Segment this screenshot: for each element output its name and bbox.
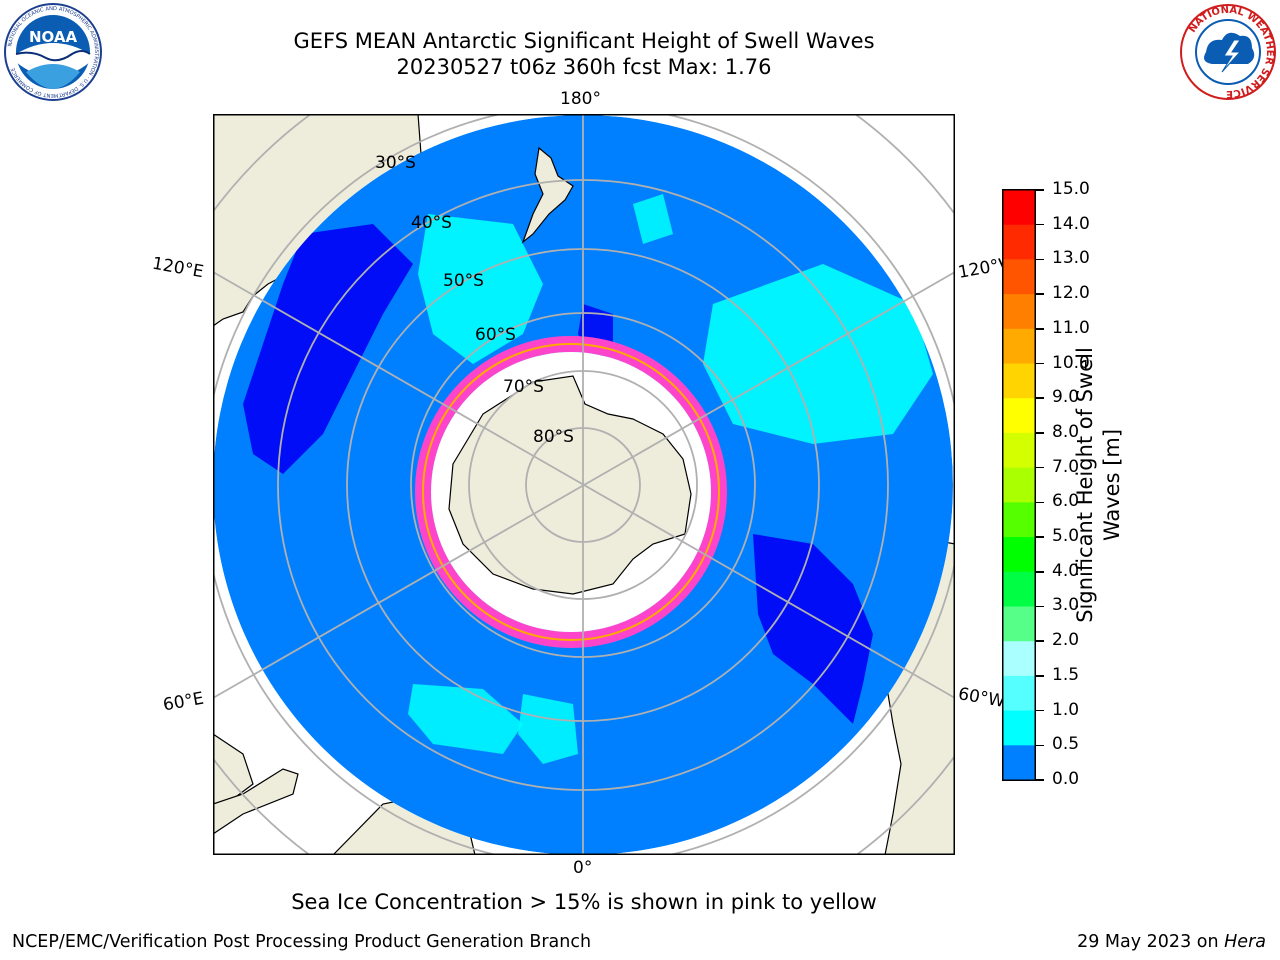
sea-ice-outer-edge — [422, 343, 720, 641]
colorbar-tick-label: 3.0 — [1052, 595, 1080, 616]
footer-branch: NCEP/EMC/Verification Post Processing Pr… — [12, 932, 592, 952]
colorbar-tick-label: 13.0 — [1052, 248, 1090, 269]
colorbar-tick-mark — [1036, 432, 1044, 434]
colorbar-swatch — [1003, 571, 1035, 607]
noaa-logo: NOAA NATIONAL OCEANIC AND ATMOSPHERIC AD… — [2, 2, 104, 102]
colorbar-swatch — [1003, 294, 1035, 330]
colorbar-tick-label: 9.0 — [1052, 387, 1080, 408]
colorbar-swatch — [1003, 710, 1035, 746]
colorbar-tick-label: 1.0 — [1052, 699, 1080, 720]
map-frame — [213, 114, 955, 855]
colorbar-swatch — [1003, 363, 1035, 399]
colorbar-tick-label: 12.0 — [1052, 283, 1090, 304]
colorbar-tick-label: 4.0 — [1052, 560, 1080, 581]
colorbar-tick-label: 7.0 — [1052, 456, 1080, 477]
chart-subtitle: 20230527 t06z 360h fcst Max: 1.76 — [396, 55, 772, 79]
lat-label-80s: 80°S — [533, 427, 574, 447]
noaa-logo-text: NOAA — [29, 28, 78, 46]
footer-date: 29 May 2023 on Hera — [1077, 932, 1266, 952]
moderate-swell-south-pacific-small — [633, 194, 673, 244]
lat-label-40s: 40°S — [411, 213, 452, 233]
lat-label-50s: 50°S — [443, 271, 484, 291]
colorbar-tick-label: 0.5 — [1052, 734, 1080, 755]
colorbar-frame — [1002, 189, 1036, 781]
lon-label-120e: 120°E — [150, 253, 206, 283]
colorbar-swatch — [1003, 398, 1035, 434]
lon-label-180: 180° — [560, 89, 601, 109]
colorbar-swatch — [1003, 606, 1035, 642]
moderate-swell-weddell — [518, 694, 578, 764]
colorbar-tick-mark — [1036, 675, 1044, 677]
colorbar-tick-label: 14.0 — [1052, 213, 1090, 234]
nws-logo: NATIONAL WEATHER SERVICE — [1178, 2, 1278, 102]
low-swell-south-atlantic — [753, 534, 873, 724]
colorbar-tick-mark — [1036, 223, 1044, 226]
colorbar-tick-label: 10.0 — [1052, 352, 1090, 373]
colorbar-swatch — [1003, 190, 1035, 226]
colorbar-swatch — [1003, 675, 1035, 712]
meridian-60e-120w — [213, 271, 955, 699]
colorbar-swatch — [1003, 467, 1035, 503]
lat-label-30s: 30°S — [375, 153, 416, 173]
colorbar-tick-mark — [1036, 501, 1044, 504]
colorbar-tick-label: 5.0 — [1052, 526, 1080, 547]
colorbar-swatch — [1003, 641, 1035, 677]
colorbar-tick-mark — [1036, 362, 1044, 365]
colorbar-tick-label: 6.0 — [1052, 491, 1080, 512]
colorbar-swatch — [1003, 328, 1035, 365]
map-panel: 30°S 40°S 50°S 60°S 70°S 80°S — [213, 114, 955, 855]
colorbar-tick-mark — [1036, 466, 1044, 469]
new-zealand-land — [521, 146, 574, 244]
colorbar-swatch — [1003, 537, 1035, 573]
colorbar-tick-label: 8.0 — [1052, 421, 1080, 442]
colorbar-swatch — [1003, 745, 1035, 781]
colorbar — [1002, 189, 1036, 781]
colorbar-tick-mark — [1036, 571, 1044, 573]
lat-label-60s: 60°S — [475, 325, 516, 345]
colorbar-tick-label: 1.5 — [1052, 664, 1080, 685]
chart-title: GEFS MEAN Antarctic Significant Height o… — [293, 29, 875, 53]
lon-label-60w: 60°W — [956, 684, 1007, 712]
colorbar-swatch — [1003, 224, 1035, 260]
colorbar-swatch — [1003, 502, 1035, 538]
graticule — [213, 114, 955, 855]
colorbar-tick-mark — [1036, 605, 1044, 608]
lon-label-60e: 60°E — [161, 688, 206, 716]
colorbar-tick-mark — [1036, 328, 1044, 330]
colorbar-swatch — [1003, 432, 1035, 469]
kerguelen-land — [213, 768, 299, 835]
colorbar-tick-mark — [1036, 189, 1044, 191]
moderate-swell-tasman — [418, 214, 543, 364]
colorbar-tick-mark — [1036, 536, 1044, 538]
colorbar-tick-mark — [1036, 744, 1044, 747]
colorbar-tick-label: 0.0 — [1052, 769, 1080, 789]
colorbar-tick-mark — [1036, 258, 1044, 261]
colorbar-label-line2: Waves [m] — [1100, 428, 1124, 542]
sea-ice-note: Sea Ice Concentration > 15% is shown in … — [291, 890, 877, 914]
footer-date-text: 29 May 2023 on — [1077, 932, 1225, 952]
madagascar-land — [213, 733, 254, 815]
colorbar-tick-mark — [1036, 293, 1044, 295]
colorbar-swatches — [1002, 189, 1036, 781]
colorbar-tick-label: 2.0 — [1052, 630, 1080, 651]
footer-machine: Hera — [1224, 932, 1266, 952]
antarctica-land — [448, 375, 692, 595]
lat-label-70s: 70°S — [503, 377, 544, 397]
colorbar-tick-mark — [1036, 640, 1044, 642]
lon-label-0: 0° — [573, 858, 593, 878]
colorbar-tick-mark — [1036, 709, 1044, 712]
colorbar-tick-mark — [1036, 779, 1044, 781]
moderate-swell-south-indian — [408, 684, 523, 754]
colorbar-label-line1: Significant Height of Swell — [1073, 347, 1097, 623]
low-swell-indian-ocean — [243, 224, 413, 474]
colorbar-tick-mark — [1036, 397, 1044, 399]
colorbar-tick-label: 15.0 — [1052, 179, 1090, 199]
colorbar-swatch — [1003, 259, 1035, 295]
colorbar-tick-label: 11.0 — [1052, 317, 1090, 338]
